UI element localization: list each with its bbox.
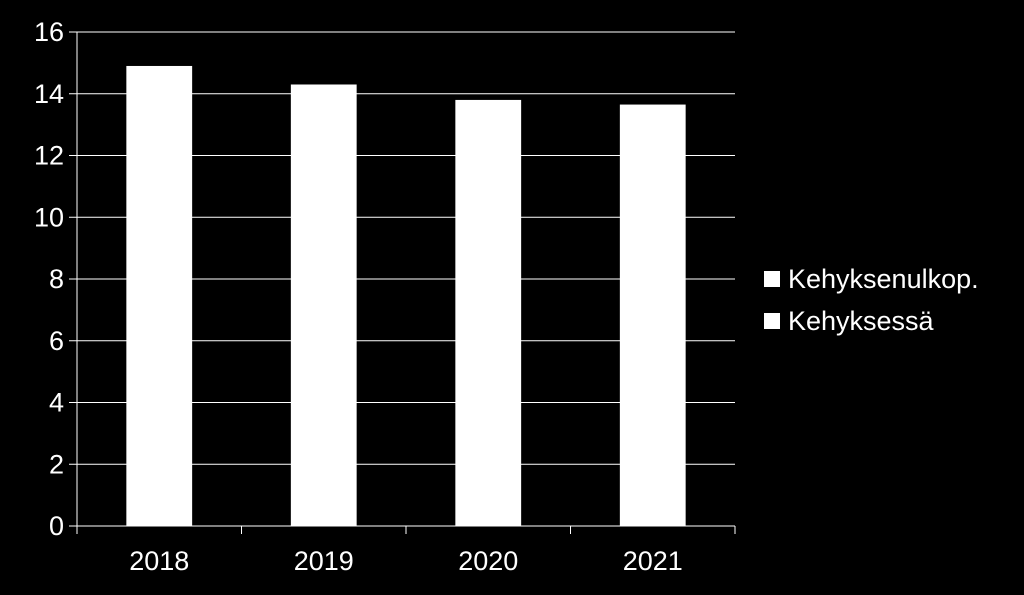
y-tick-label: 14 bbox=[34, 79, 64, 109]
legend: Kehyksenulkop. Kehyksessä bbox=[764, 258, 979, 342]
bar bbox=[290, 84, 357, 527]
bar bbox=[455, 99, 522, 527]
legend-label-kehyksenulkop: Kehyksenulkop. bbox=[788, 263, 979, 294]
y-tick-label: 2 bbox=[49, 449, 64, 479]
bar bbox=[619, 104, 686, 527]
x-tick-label: 2021 bbox=[623, 546, 683, 576]
legend-label-kehyksessa: Kehyksessä bbox=[788, 305, 934, 336]
y-tick-label: 16 bbox=[34, 17, 64, 47]
y-tick-label: 10 bbox=[34, 202, 64, 232]
legend-swatch-kehyksenulkop bbox=[764, 271, 780, 287]
x-tick-label: 2018 bbox=[129, 546, 189, 576]
y-tick-label: 0 bbox=[49, 511, 64, 541]
legend-item-kehyksessa: Kehyksessä bbox=[764, 300, 979, 342]
x-tick-label: 2020 bbox=[458, 546, 518, 576]
legend-item-kehyksenulkop: Kehyksenulkop. bbox=[764, 258, 979, 300]
x-tick-label: 2019 bbox=[294, 546, 354, 576]
y-tick-label: 6 bbox=[49, 326, 64, 356]
y-tick-label: 4 bbox=[49, 388, 64, 418]
bar bbox=[126, 65, 193, 527]
legend-swatch-kehyksessa bbox=[764, 313, 780, 329]
y-tick-label: 12 bbox=[34, 141, 64, 171]
y-tick-label: 8 bbox=[49, 264, 64, 294]
